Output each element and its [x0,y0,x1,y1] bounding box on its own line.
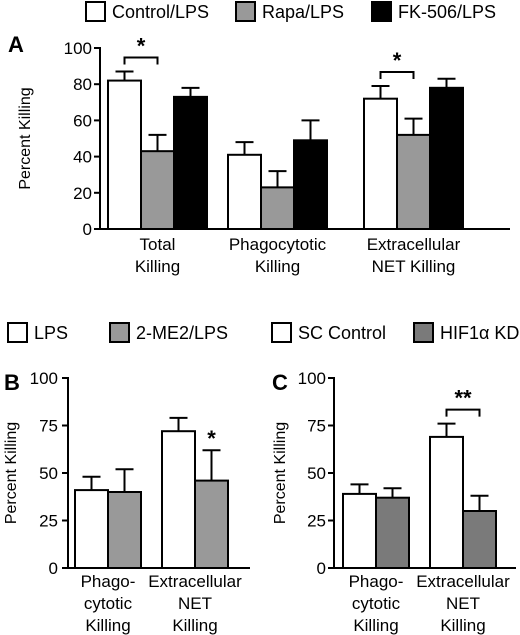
bar-2-2 [429,86,464,230]
y-tick-label-4: 80 [73,75,92,94]
y-tick-label-0: 0 [83,220,92,239]
panel-letter: B [4,370,20,395]
significance-bracket-0 [123,56,159,65]
y-tick-label-2: 50 [39,464,58,483]
y-tick-label-4: 100 [298,369,326,388]
bar-0-1 [227,153,262,230]
y-axis-label: Percent Killing [272,422,289,524]
significance-label-0: * [137,34,146,59]
bar-0-0 [342,492,377,569]
x-tick-label-1-0: Phagocytotic [229,235,327,254]
x-tick-label-1-1: NET [178,594,212,613]
annotation-label-0: * [207,426,216,451]
legend-mid-label-2: SC Control [298,323,386,343]
significance-label-1: * [393,48,402,73]
bar-1-1 [462,510,497,569]
legend-top-swatch-0 [85,1,106,22]
bar-0-0 [107,79,142,230]
legend-mid-swatch-3 [413,322,434,343]
y-tick-label-4: 100 [30,369,58,388]
y-axis-label: Percent Killing [3,422,20,524]
y-axis-label: Percent Killing [17,87,34,189]
x-tick-label-2-1: NET Killing [372,257,456,276]
legend-top-label-2: FK-506/LPS [398,2,496,22]
legend-mid-swatch-2 [271,322,292,343]
x-tick-label-1-0: Extracellular [416,572,510,591]
panel-c: C 0 25 50 75 100 Percent Killing Phago-cytotic K… [272,369,516,635]
y-tick-label-3: 75 [307,417,326,436]
significance-bracket-1 [379,71,415,80]
bar-1-0 [140,150,175,230]
bar-0-0 [74,489,109,570]
bar-0-2 [363,97,398,231]
significance-label-0: ** [454,386,472,411]
panel-letter: C [272,370,288,395]
x-tick-label-1-2: Killing [440,616,485,635]
x-tick-label-0-1: cytotic [352,594,401,613]
bar-1-1 [260,186,295,230]
x-tick-label-1-1: NET [446,594,480,613]
x-tick-label-0-2: Killing [85,616,130,635]
legend-top-swatch-1 [235,1,256,22]
legend-mid-swatch-0 [7,322,28,343]
y-tick-label-1: 25 [307,512,326,531]
y-tick-label-3: 75 [39,417,58,436]
y-tick-label-0: 0 [49,559,58,578]
bar-1-1 [194,479,229,570]
legend-mid-label-0: LPS [34,323,68,343]
y-tick-label-3: 60 [73,111,92,130]
x-tick-label-0-0: Phago- [349,572,404,591]
bar-0-1 [429,435,464,569]
legend-mid-label-3: HIF1α KD [440,323,519,343]
panel-a: A 0 20 40 60 80 100 Percent Killing Total Killing… [8,32,510,276]
legend-mid: LPS 2-ME2/LPS SC Control HIF1α KD [7,322,519,343]
bar-1-0 [375,496,410,570]
panel-letter: A [8,32,24,57]
legend-mid-swatch-1 [109,322,130,343]
y-tick-label-0: 0 [317,559,326,578]
bar-2-0 [173,95,208,231]
bar-0-1 [161,430,196,570]
legend-top-swatch-2 [371,1,392,22]
x-tick-label-1-2: Killing [172,616,217,635]
x-tick-label-0-2: Killing [353,616,398,635]
y-tick-label-1: 20 [73,184,92,203]
legend-mid-label-1: 2-ME2/LPS [136,323,228,343]
bar-1-2 [396,133,431,231]
bar-2-1 [293,139,328,230]
x-tick-label-0-0: Total [140,235,176,254]
x-tick-label-0-1: Killing [135,257,180,276]
y-tick-label-1: 25 [39,512,58,531]
y-tick-label-2: 40 [73,148,92,167]
x-tick-label-0-1: cytotic [84,594,133,613]
x-tick-label-0-0: Phago- [81,572,136,591]
significance-bracket-0 [445,408,481,417]
x-tick-label-1-0: Extracellular [148,572,242,591]
x-tick-label-1-1: Killing [255,257,300,276]
y-tick-label-2: 50 [307,464,326,483]
legend-top: Control/LPS Rapa/LPS FK-506/LPS [85,1,496,22]
legend-top-label-1: Rapa/LPS [262,2,344,22]
legend-top-label-0: Control/LPS [112,2,209,22]
y-tick-label-5: 100 [64,39,92,58]
bar-1-0 [107,491,142,569]
panel-b: B 0 25 50 75 100 Percent Killing Phago-cytotic K… [3,369,250,635]
x-tick-label-2-0: Extracellular [367,235,461,254]
